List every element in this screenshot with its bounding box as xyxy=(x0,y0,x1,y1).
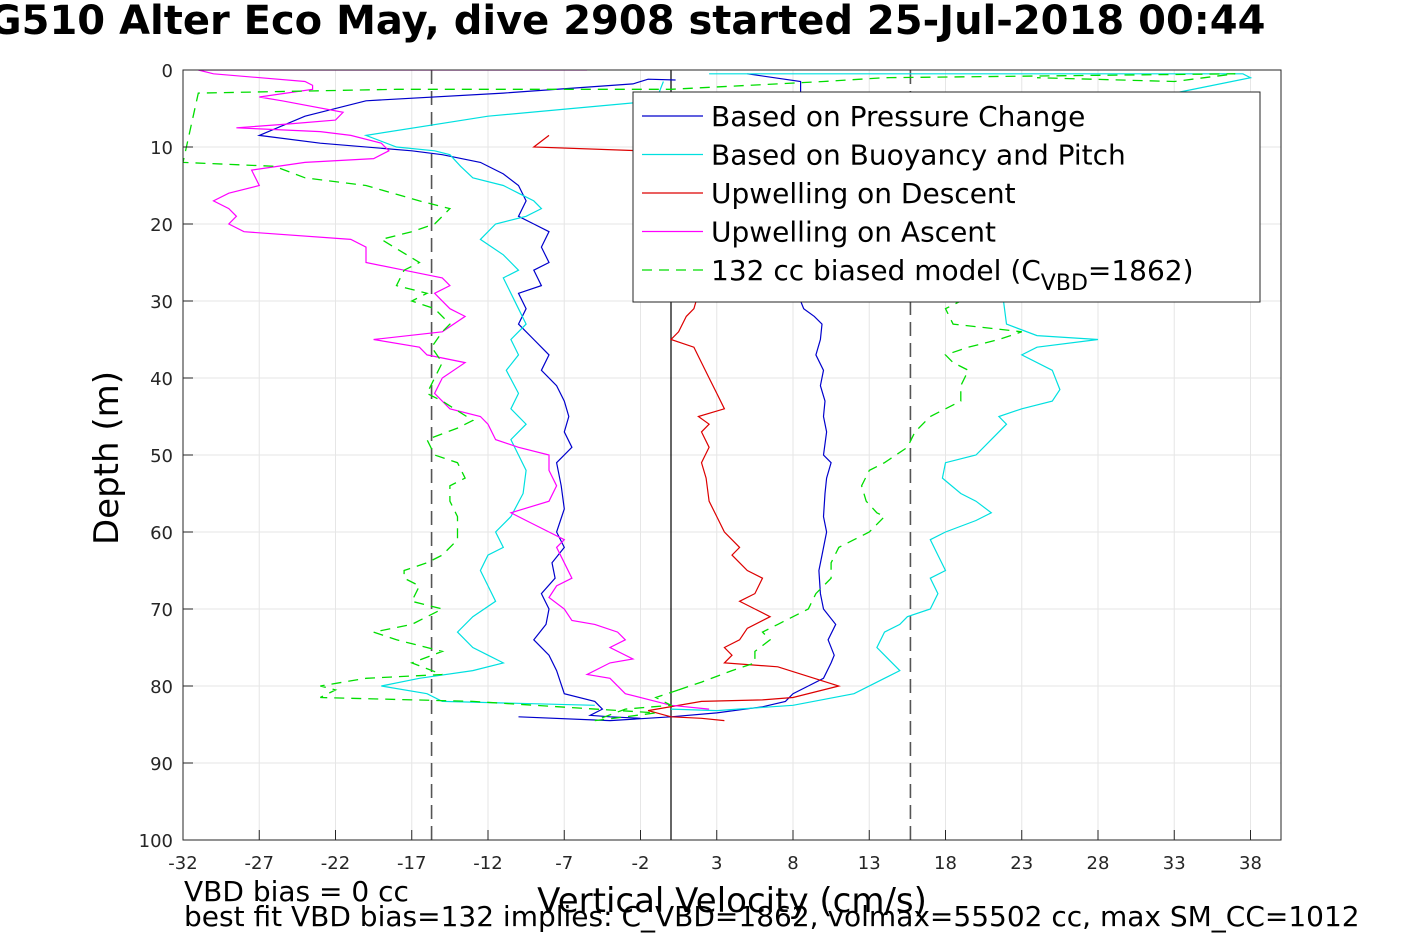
x-tick-label: 8 xyxy=(787,853,798,874)
y-tick-label: 90 xyxy=(150,754,173,775)
legend-box xyxy=(632,91,1261,303)
footer-vbd-bias: VBD bias = 0 cc xyxy=(184,875,409,908)
ticks: -32 -27 -22 -17 -12 -7 -2 3 8 13 18 23 28 33 380102030… xyxy=(139,61,1262,874)
legend: Based on Pressure Change Based on Buoyanc… xyxy=(632,91,1261,303)
y-tick-label: 60 xyxy=(150,523,173,544)
x-tick-label: -27 xyxy=(245,853,274,874)
legend-entry: 132 cc biased model (CVBD=1862) xyxy=(711,254,1194,296)
y-axis-label: Depth (m) xyxy=(87,371,127,545)
y-tick-label: 100 xyxy=(139,831,173,852)
x-tick-label: -7 xyxy=(555,853,573,874)
legend-entry: Upwelling on Ascent xyxy=(711,216,996,249)
chart-title: SG510 Alter Eco May, dive 2908 started 2… xyxy=(0,0,1266,44)
series-line-1-descent xyxy=(257,78,676,719)
y-tick-label: 20 xyxy=(150,215,173,236)
x-tick-label: 13 xyxy=(858,853,881,874)
series-line-4 xyxy=(198,70,710,710)
y-tick-label: 40 xyxy=(150,369,173,390)
x-tick-label: 38 xyxy=(1239,853,1262,874)
y-tick-label: 50 xyxy=(150,446,173,467)
x-tick-label: -32 xyxy=(168,853,197,874)
x-tick-label: 3 xyxy=(711,853,722,874)
x-tick-label: 28 xyxy=(1087,853,1110,874)
x-tick-label: 33 xyxy=(1163,853,1186,874)
x-tick-label: -2 xyxy=(632,853,650,874)
y-tick-label: 70 xyxy=(150,600,173,621)
x-tick-label: 23 xyxy=(1010,853,1033,874)
y-tick-label: 80 xyxy=(150,677,173,698)
series-line-1 xyxy=(518,73,837,722)
series-line-2-descent xyxy=(363,81,664,706)
x-tick-label: -12 xyxy=(473,853,502,874)
y-tick-label: 10 xyxy=(150,138,173,159)
legend-entry: Based on Pressure Change xyxy=(711,100,1085,133)
x-axis-label: Vertical Velocity (cm/s) xyxy=(537,881,927,921)
series-line-5 xyxy=(183,73,1236,722)
series-line-5-tail xyxy=(678,254,1175,691)
x-tick-label: -22 xyxy=(321,853,350,874)
legend-entry: Based on Buoyancy and Pitch xyxy=(711,139,1126,172)
y-tick-label: 30 xyxy=(150,292,173,313)
x-tick-label: 18 xyxy=(934,853,957,874)
legend-entry: Upwelling on Descent xyxy=(711,177,1016,210)
x-tick-label: -17 xyxy=(397,853,426,874)
footer-best-fit: best fit VBD bias=132 implies: C_VBD=186… xyxy=(184,900,1360,933)
y-tick-label: 0 xyxy=(162,61,173,82)
